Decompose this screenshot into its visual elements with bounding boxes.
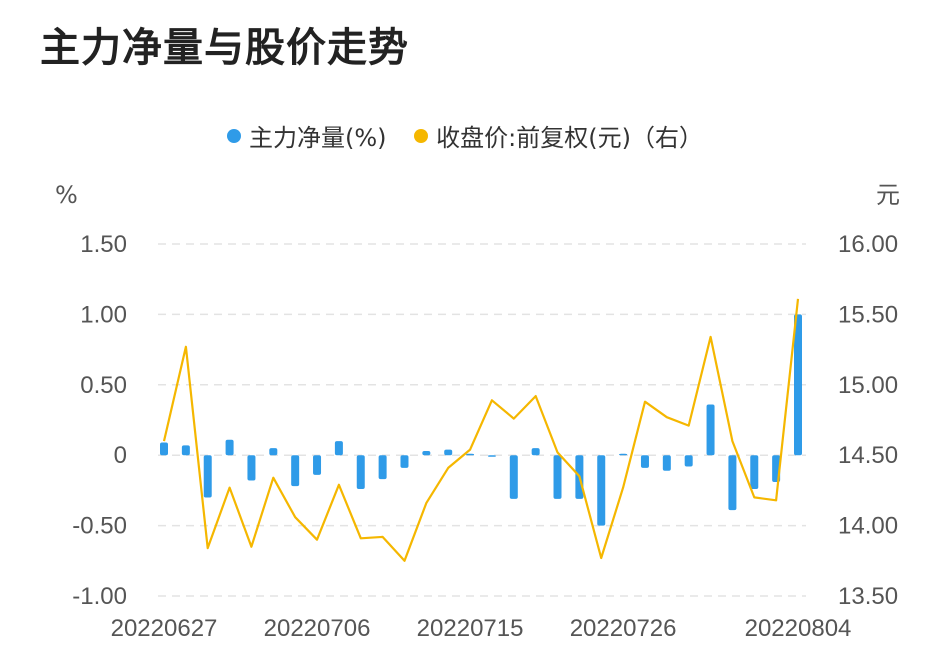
bar: [400, 455, 409, 468]
right-tick-label: 15.00: [838, 372, 898, 399]
right-tick-label: 16.00: [838, 231, 898, 258]
right-tick-label: 13.50: [838, 583, 898, 610]
line-series: [162, 298, 800, 562]
bar: [269, 448, 278, 456]
legend-item-line[interactable]: 收盘价:前复权(元)（右）: [414, 118, 703, 153]
bar: [444, 449, 453, 456]
bar: [422, 450, 431, 456]
bar: [291, 455, 300, 487]
bar: [181, 445, 190, 456]
bar: [706, 404, 715, 456]
left-tick-label: -0.50: [72, 513, 127, 540]
right-tick-label: 14.00: [838, 513, 898, 540]
bar: [356, 455, 365, 489]
legend-line-label: 收盘价:前复权(元)（右）: [436, 124, 703, 152]
legend-item-bar[interactable]: 主力净量(%): [227, 118, 387, 153]
x-tick-label: 20220706: [264, 615, 371, 642]
bar: [378, 455, 387, 480]
bar: [487, 455, 496, 457]
chart-title: 主力净量与股价走势: [40, 25, 409, 71]
bar: [509, 455, 518, 499]
x-axis-ticks: 20220627 20220706 20220715 20220726 20220804: [111, 615, 852, 642]
bar: [247, 455, 256, 481]
right-axis-unit: 元: [876, 181, 900, 209]
bar: [225, 439, 234, 456]
bar: [750, 455, 759, 489]
left-tick-label: 0: [114, 442, 127, 469]
left-tick-label: 1.00: [80, 301, 127, 328]
bar-series: [160, 314, 802, 526]
right-tick-label: 14.50: [838, 442, 898, 469]
bar: [313, 455, 322, 475]
grid-layer: [158, 243, 806, 597]
right-tick-label: 15.50: [838, 301, 898, 328]
legend: 主力净量(%) 收盘价:前复权(元)（右）: [0, 118, 930, 153]
bar: [684, 455, 693, 467]
x-tick-label: 20220726: [570, 615, 677, 642]
bar: [334, 441, 343, 456]
bar: [531, 448, 540, 456]
bar: [794, 314, 802, 456]
left-axis-unit: %: [55, 181, 78, 209]
bar: [728, 455, 737, 511]
left-axis-ticks: 1.50 1.00 0.50 0 -0.50 -1.00: [72, 231, 127, 610]
right-axis-ticks: 16.00 15.50 15.00 14.50 14.00 13.50: [838, 231, 898, 610]
x-tick-label: 20220804: [745, 615, 852, 642]
left-tick-label: -1.00: [72, 583, 127, 610]
bar: [662, 455, 671, 471]
bar: [597, 455, 606, 526]
legend-bar-swatch: [227, 128, 241, 143]
left-tick-label: 0.50: [80, 372, 127, 399]
bar: [640, 455, 649, 468]
bar: [466, 453, 475, 456]
legend-line-swatch: [414, 128, 429, 143]
bar: [160, 442, 168, 456]
x-tick-label: 20220715: [417, 615, 524, 642]
price-line: [162, 298, 800, 562]
x-tick-label: 20220627: [111, 615, 218, 642]
legend-bar-label: 主力净量(%): [249, 124, 387, 152]
left-tick-label: 1.50: [80, 231, 127, 258]
bar: [553, 455, 562, 499]
bar: [619, 453, 628, 456]
bar: [203, 455, 212, 498]
